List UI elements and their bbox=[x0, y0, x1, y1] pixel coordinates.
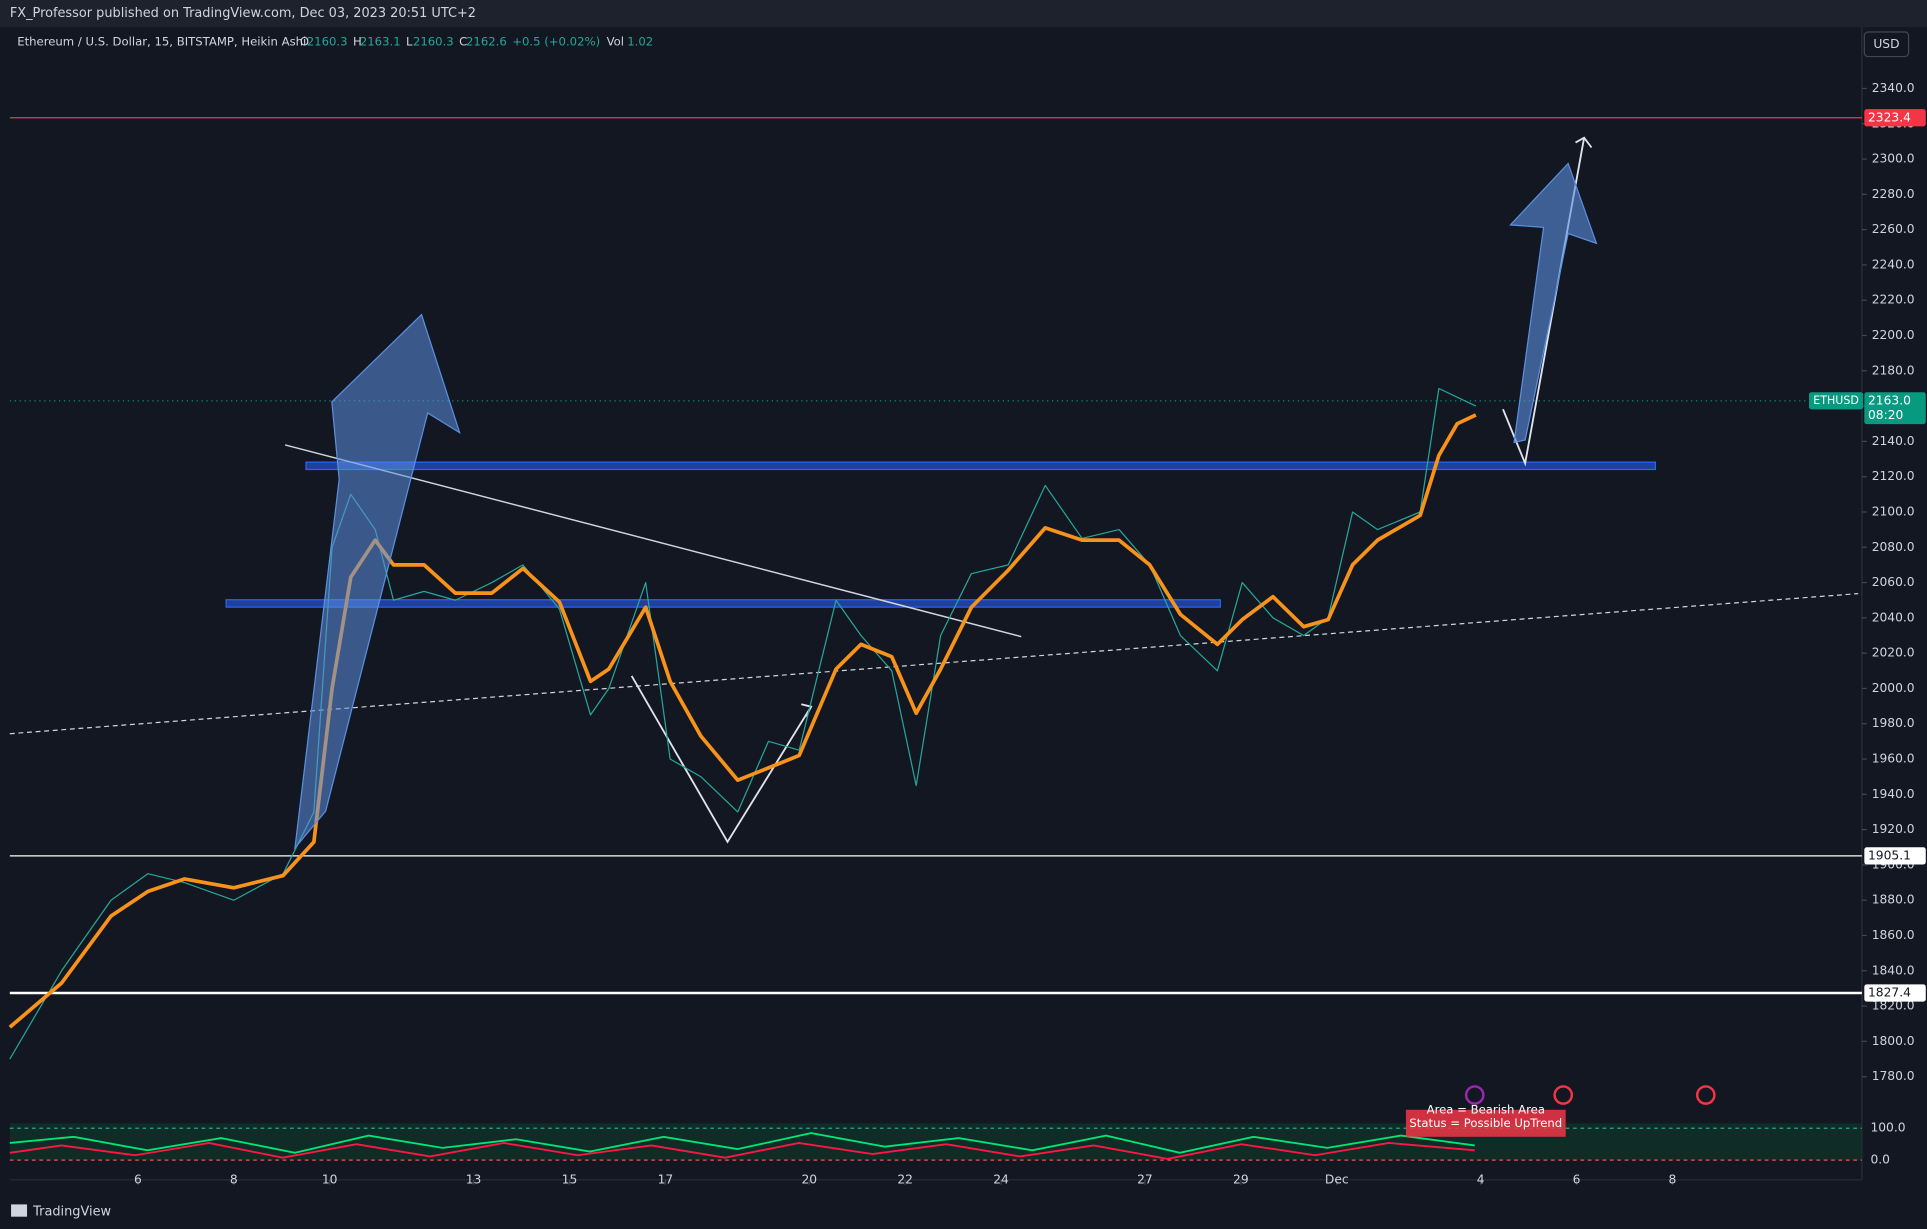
y-tick-label: 1960.0 bbox=[1872, 752, 1915, 766]
x-tick-label: 29 bbox=[1233, 1172, 1249, 1186]
x-tick-label: 22 bbox=[897, 1172, 913, 1186]
logo bbox=[11, 1204, 28, 1217]
y-tick-label: 2080.0 bbox=[1872, 540, 1915, 554]
x-tick-label: 13 bbox=[466, 1172, 482, 1186]
x-tick-label: 8 bbox=[230, 1172, 238, 1186]
price-tag-label: 1827.4 bbox=[1868, 986, 1911, 1000]
top-bar bbox=[0, 0, 1927, 28]
ohlc-text: 2163.1 bbox=[360, 34, 401, 48]
y-tick-label: 2100.0 bbox=[1872, 504, 1915, 518]
y-tick-label: 2020.0 bbox=[1872, 646, 1915, 660]
arrow-shape bbox=[1509, 162, 1598, 444]
y-tick-label: 2280.0 bbox=[1872, 187, 1915, 201]
indicator-tick: 100.0 bbox=[1870, 1121, 1905, 1135]
x-tick-label: 4 bbox=[1477, 1172, 1485, 1186]
x-tick-label: 24 bbox=[993, 1172, 1009, 1186]
ohlc-text: 2160.3 bbox=[307, 34, 348, 48]
x-tick-label: 17 bbox=[658, 1172, 674, 1186]
indicator-line bbox=[9, 1142, 1475, 1160]
price-tag bbox=[1864, 109, 1926, 127]
arrow-head bbox=[1575, 136, 1593, 149]
currency-button[interactable] bbox=[1863, 31, 1910, 58]
y-tick-label: 2200.0 bbox=[1872, 328, 1915, 342]
symbol-tag bbox=[1809, 392, 1864, 410]
event-icon[interactable] bbox=[1695, 1085, 1716, 1105]
x-tick-label: 15 bbox=[562, 1172, 578, 1186]
y-tick-label: 2120.0 bbox=[1872, 469, 1915, 483]
indicator-tick: 0.0 bbox=[1870, 1153, 1890, 1167]
y-tick-label: 2300.0 bbox=[1872, 152, 1915, 166]
ohlc-text: O bbox=[300, 34, 309, 48]
zone bbox=[305, 461, 1657, 471]
y-tick-label: 1980.0 bbox=[1872, 716, 1915, 730]
y-tick-label: 2060.0 bbox=[1872, 575, 1915, 589]
ohlc-text: C bbox=[459, 34, 467, 48]
status-box bbox=[1405, 1109, 1566, 1137]
price-tag-label: 1905.1 bbox=[1868, 848, 1911, 862]
y-tick-label: 2220.0 bbox=[1872, 293, 1915, 307]
ohlc-text: Vol bbox=[607, 34, 624, 48]
status-label: Status = Possible UpTrend bbox=[1409, 1116, 1562, 1130]
y-tick-label: 1820.0 bbox=[1872, 999, 1915, 1013]
ohlc-text: 2162.6 bbox=[466, 34, 507, 48]
price-tag bbox=[1864, 847, 1926, 865]
y-tick-label: 1800.0 bbox=[1872, 1034, 1915, 1048]
symbol-tag-label: ETHUSD bbox=[1813, 394, 1859, 407]
y-tick-label: 1780.0 bbox=[1872, 1069, 1915, 1083]
currency: USD bbox=[1873, 37, 1899, 51]
y-tick-label: 2260.0 bbox=[1872, 222, 1915, 236]
y-tick-label: 1940.0 bbox=[1872, 787, 1915, 801]
path-drawing bbox=[630, 675, 812, 844]
ohlc-text: L bbox=[406, 34, 413, 48]
footer: TradingView bbox=[32, 1204, 111, 1219]
zone bbox=[225, 599, 1221, 608]
price-tag bbox=[1864, 392, 1926, 425]
y-tick-label: 2140.0 bbox=[1872, 434, 1915, 448]
chart-title: Ethereum / U.S. Dollar, 15, BITSTAMP, He… bbox=[17, 34, 306, 48]
x-tick-label: 27 bbox=[1137, 1172, 1153, 1186]
publisher: FX_Professor published on TradingView.co… bbox=[10, 6, 476, 21]
x-tick-label: 8 bbox=[1669, 1172, 1677, 1186]
ohlc-text: 2160.3 bbox=[413, 34, 454, 48]
trend-line bbox=[9, 592, 1859, 735]
y-tick-label: 2240.0 bbox=[1872, 257, 1915, 271]
countdown: 08:20 bbox=[1868, 408, 1903, 422]
y-tick-label: 1860.0 bbox=[1872, 928, 1915, 942]
y-tick-label: 2340.0 bbox=[1872, 81, 1915, 95]
area-label: Area = Bearish Area bbox=[1427, 1102, 1545, 1116]
y-tick-label: 2000.0 bbox=[1872, 681, 1915, 695]
ohlc-text: H bbox=[353, 34, 362, 48]
ohlc-text: 1.02 bbox=[627, 34, 653, 48]
y-tick-label: 1880.0 bbox=[1872, 893, 1915, 907]
indicator-line bbox=[9, 1132, 1475, 1154]
x-tick-label: Dec bbox=[1325, 1172, 1349, 1186]
price-tag bbox=[1864, 984, 1926, 1002]
ohlc-text: +0.5 (+0.02%) bbox=[512, 34, 600, 48]
x-tick-label: 10 bbox=[322, 1172, 338, 1186]
price-tag-label: 2323.4 bbox=[1868, 110, 1911, 124]
y-tick-label: 2040.0 bbox=[1872, 610, 1915, 624]
y-tick-label: 1840.0 bbox=[1872, 963, 1915, 977]
event-icon[interactable] bbox=[1464, 1085, 1485, 1105]
x-tick-label: 20 bbox=[801, 1172, 817, 1186]
arrow-shape bbox=[294, 313, 461, 850]
event-icon[interactable] bbox=[1553, 1085, 1574, 1105]
x-tick-label: 6 bbox=[134, 1172, 142, 1186]
price-tag-label: 2163.0 bbox=[1868, 393, 1911, 407]
y-tick-label: 1920.0 bbox=[1872, 822, 1915, 836]
x-tick-label: 6 bbox=[1573, 1172, 1581, 1186]
y-tick-label: 2180.0 bbox=[1872, 363, 1915, 377]
bottom-bar bbox=[0, 1198, 1927, 1229]
